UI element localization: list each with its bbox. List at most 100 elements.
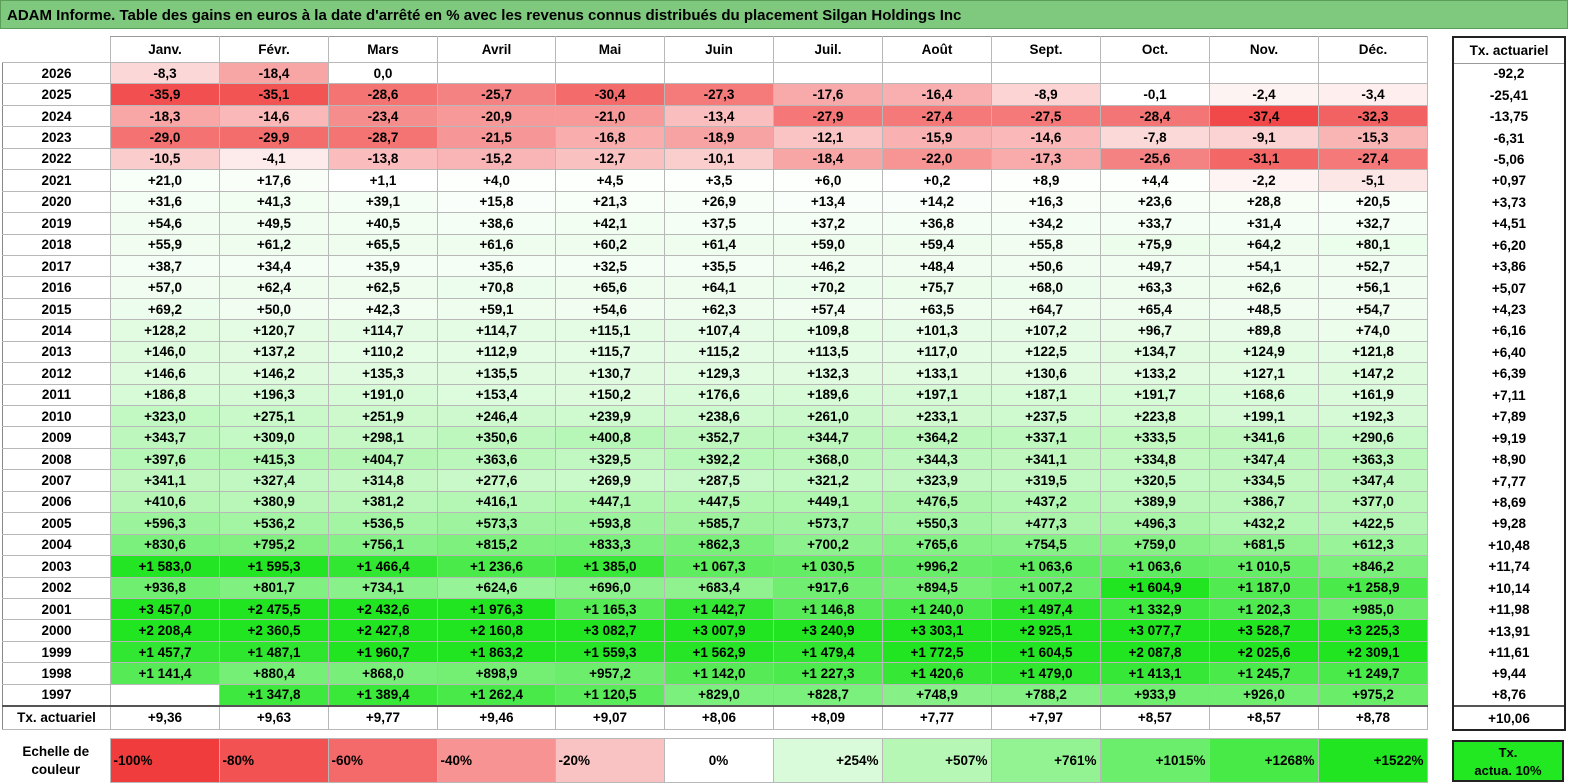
gain-cell: +573,3 (437, 512, 556, 535)
gain-cell: +573,7 (773, 512, 883, 535)
gain-cell: +35,5 (664, 254, 774, 278)
gain-cell: +107,2 (991, 319, 1101, 342)
gain-cell: +830,6 (110, 533, 220, 557)
month-header: Févr. (219, 36, 329, 63)
gain-cell: -13,8 (328, 147, 438, 171)
gain-cell: +321,2 (773, 469, 883, 492)
gain-cell: +748,9 (882, 683, 992, 707)
gain-cell: +380,9 (219, 490, 329, 514)
gain-cell: +8,9 (991, 169, 1101, 192)
gain-cell: +80,1 (1318, 233, 1428, 256)
gain-cell: +23,6 (1100, 190, 1210, 214)
gain-cell: +60,2 (555, 233, 665, 256)
annual-rate-column: Tx. actuariel -92,2 -25,41 -13,75 -6,31 -5,06… (1452, 36, 1566, 732)
table-row: 2016 +57,0 +62,4 +62,5 +70,8 +65,6 +64,1 +70,2 +… (2, 276, 1428, 299)
table-row: 2004 +830,6 +795,2 +756,1 +815,2 +833,3 +862,3… (2, 533, 1428, 557)
scale-step: +1522% (1317, 738, 1428, 783)
gain-cell: +3 240,9 (773, 619, 883, 642)
gain-cell: +59,4 (882, 233, 992, 256)
table-row: 1997 +1 347,8 +1 389,4 +1 262,4 +1 120,5 +829… (2, 683, 1428, 707)
gain-cell: +153,4 (437, 383, 556, 407)
gain-cell: +40,5 (328, 212, 438, 235)
gain-cell: +115,7 (555, 340, 665, 364)
annual-rate-cell: +10,14 (1452, 577, 1566, 599)
gain-cell: +1 165,3 (555, 597, 665, 621)
gain-cell: +35,9 (328, 254, 438, 278)
gain-cell: +15,8 (437, 190, 556, 214)
gain-cell: +189,6 (773, 383, 883, 407)
year-label: 2011 (2, 383, 111, 407)
gain-cell: +35,6 (437, 254, 556, 278)
gain-cell: +347,4 (1318, 469, 1428, 492)
gain-cell: +437,2 (991, 490, 1101, 514)
gain-cell: -16,8 (555, 126, 665, 149)
gain-cell: -31,1 (1209, 147, 1319, 171)
month-header: Mai (555, 36, 665, 63)
gain-cell (1318, 61, 1428, 85)
gain-cell (664, 61, 774, 85)
gain-cell: +3 457,0 (110, 597, 220, 621)
gain-cell: +756,1 (328, 533, 438, 557)
annual-rate-cell: +5,07 (1452, 277, 1566, 299)
gain-cell: +936,8 (110, 576, 220, 599)
scale-step: +761% (990, 738, 1101, 783)
table-row: 2000 +2 208,4 +2 360,5 +2 427,8 +2 160,8 +3 0… (2, 619, 1428, 642)
gain-cell: +38,7 (110, 254, 220, 278)
annual-rate-cell: -6,31 (1452, 127, 1566, 149)
scale-step: -80% (218, 738, 329, 783)
gain-cell: +1 960,7 (328, 640, 438, 664)
scale-step: +1015% (1099, 738, 1210, 783)
gain-cell: +1 142,0 (664, 662, 774, 685)
gain-cell: +50,6 (991, 254, 1101, 278)
annual-rate-cell: +8,76 (1452, 684, 1566, 707)
gain-cell: +2 925,1 (991, 619, 1101, 642)
gain-cell: +536,5 (328, 512, 438, 535)
year-label: 2025 (2, 83, 111, 106)
gain-cell: +63,3 (1100, 276, 1210, 299)
table-row: 2023 -29,0 -29,9 -28,7 -21,5 -16,8 -18,9 -12,1-… (2, 126, 1428, 149)
gain-cell: +815,2 (437, 533, 556, 557)
gain-cell: +239,9 (555, 404, 665, 428)
gain-cell: +1 146,8 (773, 597, 883, 621)
monthly-rate-cell: +8,09 (773, 704, 883, 731)
gain-cell: +2 427,8 (328, 619, 438, 642)
gain-cell: +754,5 (991, 533, 1101, 557)
monthly-rate-cell: +8,78 (1318, 704, 1428, 731)
gain-cell: -18,4 (219, 61, 329, 85)
gain-cell: +75,7 (882, 276, 992, 299)
monthly-rate-cell: +9,77 (328, 704, 438, 731)
gain-cell: +344,7 (773, 426, 883, 449)
gain-cell: +400,8 (555, 426, 665, 449)
gain-cell: +146,2 (219, 362, 329, 385)
gain-cell: +389,9 (1100, 490, 1210, 514)
gain-cell: +1 420,6 (882, 662, 992, 685)
gain-cell: +985,0 (1318, 597, 1428, 621)
gain-cell: +186,8 (110, 383, 220, 407)
month-header: Janv. (110, 36, 220, 63)
table-row: 2018 +55,9 +61,2 +65,5 +61,6 +60,2 +61,4 +59,0 +… (2, 233, 1428, 256)
gain-cell: +314,8 (328, 469, 438, 492)
month-header: Juil. (773, 36, 883, 63)
year-label: 1999 (2, 640, 111, 664)
gain-cell: +68,0 (991, 276, 1101, 299)
gain-cell: +251,9 (328, 404, 438, 428)
overall-rate-cell: +10,06 (1452, 705, 1566, 732)
gain-cell: +788,2 (991, 683, 1101, 707)
gain-cell: +130,7 (555, 362, 665, 385)
gain-cell: +21,0 (110, 169, 220, 192)
gain-cell: +287,5 (664, 469, 774, 492)
gain-cell: +191,7 (1100, 383, 1210, 407)
gain-cell: +329,5 (555, 447, 665, 471)
gain-cell: +150,2 (555, 383, 665, 407)
gain-cell: -28,4 (1100, 104, 1210, 128)
year-label: 2000 (2, 619, 111, 642)
gain-cell: -27,4 (1318, 147, 1428, 171)
scale-label-line1: Echelle de (22, 743, 90, 759)
year-label: 2004 (2, 533, 111, 557)
gain-cell: +363,6 (437, 447, 556, 471)
gain-cell: +64,7 (991, 297, 1101, 321)
annual-rate-cell: -92,2 (1452, 63, 1566, 85)
gain-cell: +49,5 (219, 212, 329, 235)
gain-cell: +147,2 (1318, 362, 1428, 385)
gain-cell: +1 479,4 (773, 640, 883, 664)
